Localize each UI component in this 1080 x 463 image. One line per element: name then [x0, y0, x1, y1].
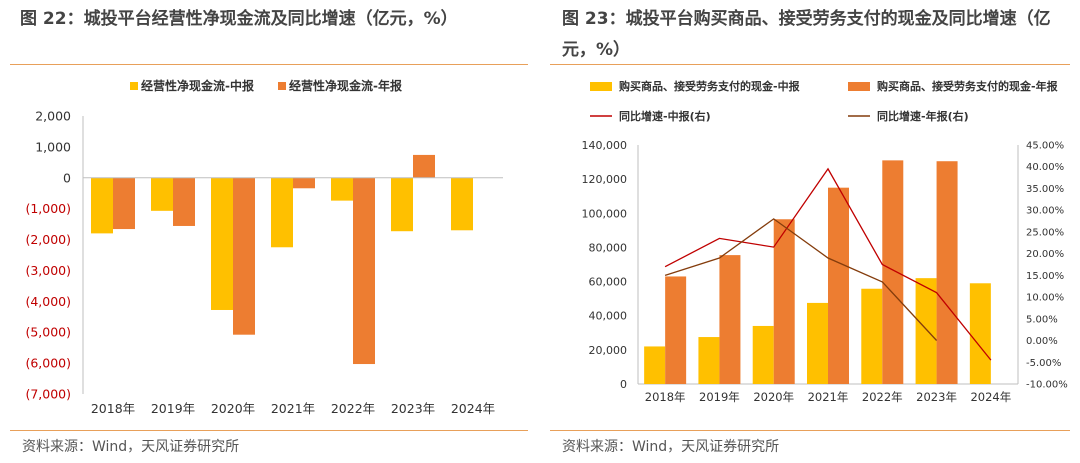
x-tick-label: 2023年: [391, 401, 435, 416]
legend-swatch-0: [130, 82, 138, 90]
x-tick-label: 2019年: [151, 401, 195, 416]
y2-tick-label: 5.00%: [1026, 314, 1058, 325]
y-tick-label: 40,000: [589, 310, 628, 323]
x-tick-label: 2022年: [862, 390, 903, 404]
bar-0-6: [451, 177, 473, 231]
figure-22-source: 资料来源：Wind，天风证券研究所: [22, 439, 240, 455]
bar-0-4: [861, 288, 883, 384]
figure-23-top-rule: [550, 64, 1070, 65]
figure-23-title: 图 23：城投平台购买商品、接受劳务支付的现金及同比增速（亿元，%）: [562, 9, 1051, 60]
x-tick-label: 2024年: [970, 390, 1011, 404]
figure-22-panel: 图 22：城投平台经营性净现金流及同比增速（亿元，%） 经营性净现金流-中报 经营…: [10, 9, 528, 455]
x-tick-label: 2020年: [211, 401, 255, 416]
y2-tick-label: 45.00%: [1026, 141, 1064, 152]
y-tick-label: 60,000: [589, 276, 628, 289]
bar-1-2: [233, 177, 255, 335]
bar-0-0: [644, 346, 666, 384]
y2-tick-label: 15.00%: [1026, 271, 1064, 282]
y-tick-label: (3,000): [25, 263, 71, 278]
bar-1-3: [293, 177, 315, 189]
bar-0-2: [211, 177, 233, 310]
bar-1-5: [413, 154, 435, 178]
bar-0-0: [91, 177, 113, 234]
bar-0-1: [698, 337, 720, 384]
bar-0-2: [752, 325, 774, 384]
y-tick-label: 1,000: [35, 139, 71, 154]
y2-tick-label: 25.00%: [1026, 227, 1064, 238]
x-tick-label: 2020年: [753, 390, 794, 404]
y2-tick-label: 0.00%: [1026, 336, 1058, 347]
bar-0-4: [331, 177, 353, 201]
x-tick-label: 2018年: [645, 390, 686, 404]
y2-tick-label: 40.00%: [1026, 162, 1064, 173]
bar-1-1: [173, 177, 195, 226]
y2-tick-label: 20.00%: [1026, 249, 1064, 260]
y-tick-label: (6,000): [25, 356, 71, 371]
y-tick-label: (7,000): [25, 387, 71, 402]
x-tick-label: 2018年: [91, 401, 135, 416]
figure-23-panel: 图 23：城投平台购买商品、接受劳务支付的现金及同比增速（亿元，%） 购买商品、…: [548, 0, 1080, 463]
y-tick-label: (1,000): [25, 201, 71, 216]
bar-1-3: [828, 187, 849, 384]
y-tick-label: 20,000: [589, 344, 628, 357]
y2-tick-label: 30.00%: [1026, 206, 1064, 217]
y2-tick-label: 35.00%: [1026, 184, 1064, 195]
x-tick-label: 2024年: [451, 401, 495, 416]
figure-22-top-rule: [10, 64, 528, 65]
figure-23-chart: 购买商品、接受劳务支付的现金-中报 购买商品、接受劳务支付的现金-年报同比增速-中…: [582, 79, 1068, 404]
legend-label-line-1: 同比增速-年报(右): [877, 109, 969, 123]
bar-0-3: [271, 177, 293, 248]
legend-label-bar-0: 购买商品、接受劳务支付的现金-中报: [619, 79, 801, 93]
figure-22-title: 图 22：城投平台经营性净现金流及同比增速（亿元，%）: [20, 9, 458, 29]
legend-swatch-bar-1: [848, 82, 870, 91]
y-tick-label: 100,000: [582, 207, 628, 220]
y-tick-label: 140,000: [582, 139, 628, 152]
figure-22-bottom-rule: [10, 430, 528, 431]
y-tick-label: (4,000): [25, 294, 71, 309]
line-series-0: [664, 167, 992, 361]
x-tick-label: 2019年: [699, 390, 740, 404]
figure-23-bottom-rule: [550, 430, 1070, 431]
x-tick-label: 2021年: [808, 390, 849, 404]
y-tick-label: 0: [63, 170, 71, 185]
figure-23-source: 资料来源：Wind，天风证券研究所: [562, 439, 780, 455]
bar-1-4: [353, 177, 375, 365]
y2-tick-label: -10.00%: [1026, 380, 1068, 391]
legend-swatch-1: [278, 82, 286, 90]
legend-label-0: 经营性净现金流-中报: [141, 78, 254, 93]
figure-22-chart: 经营性净现金流-中报 经营性净现金流-年报 2,000 1,000 0 (1,000) (2…: [25, 78, 503, 416]
bar-1-2: [773, 219, 795, 384]
y-tick-label: (2,000): [25, 232, 71, 247]
legend-swatch-bar-0: [590, 82, 612, 91]
bar-1-1: [719, 255, 741, 384]
y-tick-label: 120,000: [582, 173, 628, 186]
bar-0-6: [969, 283, 991, 384]
y-tick-label: 80,000: [589, 241, 628, 254]
y-tick-label: 0: [620, 378, 627, 391]
bar-0-5: [915, 278, 937, 384]
legend-label-bar-1: 购买商品、接受劳务支付的现金-年报: [877, 79, 1059, 93]
y2-tick-label: -5.00%: [1026, 358, 1061, 369]
line-series-1: [664, 218, 938, 341]
legend-label-line-0: 同比增速-中报(右): [619, 109, 711, 123]
bar-0-5: [391, 177, 413, 232]
bar-0-1: [151, 177, 173, 211]
x-tick-label: 2021年: [271, 401, 315, 416]
bar-1-5: [936, 161, 958, 384]
x-tick-label: 2023年: [916, 390, 957, 404]
y-tick-label: (5,000): [25, 325, 71, 340]
x-tick-label: 2022年: [331, 401, 375, 416]
legend-label-1: 经营性净现金流-年报: [289, 78, 402, 93]
bar-0-3: [807, 302, 828, 384]
bar-1-0: [665, 276, 687, 384]
y-tick-label: 2,000: [35, 109, 71, 124]
bar-1-4: [882, 160, 904, 384]
y2-tick-label: 10.00%: [1026, 293, 1064, 304]
bar-1-0: [113, 177, 135, 230]
